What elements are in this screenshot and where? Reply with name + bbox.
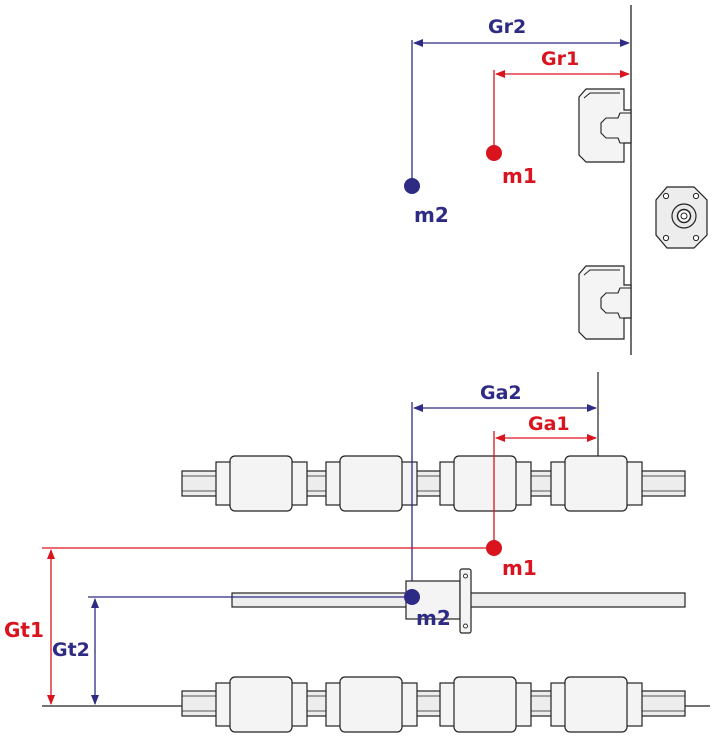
gt1-label: Gt1	[4, 618, 44, 642]
gr2-label: Gr2	[488, 16, 526, 38]
ball-screw-flange	[459, 568, 472, 634]
mass-m1-point	[486, 145, 502, 161]
mass-m1-point	[486, 540, 502, 556]
lower-carriage-1	[215, 676, 308, 733]
mass-m2-point	[404, 589, 420, 605]
ga1-label: Ga1	[528, 413, 570, 435]
m2-label: m2	[414, 203, 449, 227]
upper-carriage-4	[550, 455, 643, 512]
ball-screw-assembly	[231, 568, 686, 634]
ga2-label: Ga2	[480, 382, 522, 404]
m1-label: m1	[502, 164, 537, 188]
m1-label-bottom: m1	[502, 556, 537, 580]
lower-carriage-3	[439, 676, 532, 733]
lower-rail-assembly	[181, 676, 686, 733]
bottom-view: Ga2 Ga1 Gt1 Gt2 m1 m2	[4, 372, 710, 733]
upper-carriage-1	[215, 455, 308, 512]
upper-rail-assembly	[181, 455, 686, 512]
rail-block-lower	[578, 265, 632, 340]
upper-carriage-3	[439, 455, 532, 512]
rail-block-upper	[578, 88, 632, 163]
top-view: Gr2 Gr1 m1 m2	[404, 5, 708, 355]
lower-carriage-4	[550, 676, 643, 733]
gt2-label: Gt2	[52, 639, 90, 661]
gr1-label: Gr1	[541, 48, 579, 70]
m2-label-bottom: m2	[416, 606, 451, 630]
ball-screw-flange-icon	[655, 186, 708, 249]
lower-carriage-2	[325, 676, 418, 733]
mass-m2-point	[404, 178, 420, 194]
upper-carriage-2	[325, 455, 418, 512]
